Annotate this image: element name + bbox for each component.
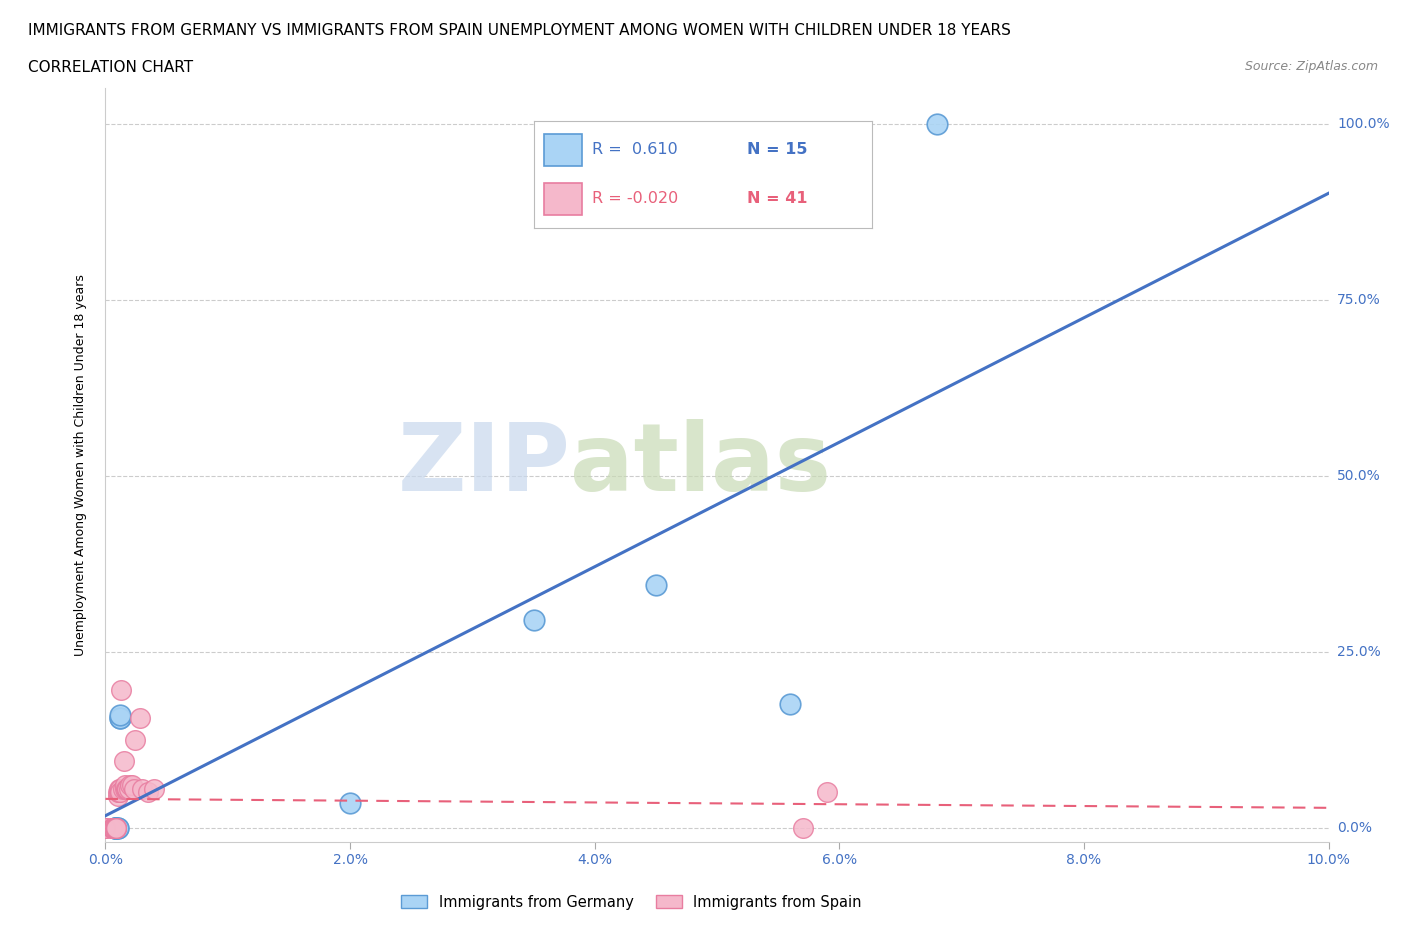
Point — [94, 820, 117, 835]
Point — [124, 732, 146, 747]
Point — [128, 711, 150, 726]
Text: atlas: atlas — [571, 419, 831, 511]
Point — [103, 820, 125, 835]
Point — [108, 781, 131, 796]
Text: N = 15: N = 15 — [747, 142, 807, 157]
Point — [339, 795, 361, 810]
Point — [108, 785, 131, 800]
Text: R = -0.020: R = -0.020 — [592, 192, 678, 206]
Point — [94, 820, 117, 835]
Point — [118, 781, 141, 796]
Point — [94, 820, 117, 835]
Point — [117, 781, 139, 796]
Point — [105, 820, 128, 835]
Text: 25.0%: 25.0% — [1337, 644, 1381, 658]
Text: 50.0%: 50.0% — [1337, 469, 1381, 483]
Point — [105, 820, 128, 835]
Point — [105, 820, 128, 835]
Point — [115, 781, 138, 796]
Point — [103, 820, 125, 835]
Text: IMMIGRANTS FROM GERMANY VS IMMIGRANTS FROM SPAIN UNEMPLOYMENT AMONG WOMEN WITH C: IMMIGRANTS FROM GERMANY VS IMMIGRANTS FR… — [28, 23, 1011, 38]
Y-axis label: Unemployment Among Women with Children Under 18 years: Unemployment Among Women with Children U… — [75, 274, 87, 656]
Point — [118, 777, 141, 792]
Point — [779, 697, 801, 711]
Point — [100, 820, 122, 835]
Point — [104, 820, 127, 835]
Point — [112, 753, 135, 768]
Point — [111, 781, 134, 796]
Point — [122, 781, 145, 796]
Point — [104, 820, 127, 835]
Point — [117, 781, 139, 796]
Point — [105, 820, 128, 835]
Point — [121, 777, 143, 792]
Text: 100.0%: 100.0% — [1337, 116, 1389, 130]
Point — [108, 781, 131, 796]
Point — [108, 711, 131, 726]
FancyBboxPatch shape — [544, 134, 582, 166]
Point — [114, 777, 136, 792]
Point — [108, 711, 131, 726]
Text: ZIP: ZIP — [398, 419, 571, 511]
FancyBboxPatch shape — [544, 183, 582, 215]
Point — [107, 785, 129, 800]
Point — [108, 708, 131, 723]
Point — [110, 683, 132, 698]
Point — [131, 781, 153, 796]
Text: CORRELATION CHART: CORRELATION CHART — [28, 60, 193, 75]
Point — [143, 781, 166, 796]
Point — [927, 116, 949, 131]
Point — [100, 820, 122, 835]
Point — [107, 789, 129, 804]
Point — [105, 820, 128, 835]
Point — [792, 820, 814, 835]
Point — [104, 820, 127, 835]
Text: Source: ZipAtlas.com: Source: ZipAtlas.com — [1244, 60, 1378, 73]
Point — [107, 820, 129, 835]
Point — [107, 820, 129, 835]
Text: 75.0%: 75.0% — [1337, 293, 1381, 307]
Text: R =  0.610: R = 0.610 — [592, 142, 678, 157]
Point — [101, 820, 124, 835]
Point — [815, 785, 838, 800]
Point — [114, 781, 136, 796]
Point — [105, 820, 128, 835]
Point — [103, 820, 125, 835]
Text: N = 41: N = 41 — [747, 192, 807, 206]
Point — [523, 613, 546, 628]
Point — [103, 820, 125, 835]
Point — [136, 785, 159, 800]
Text: 0.0%: 0.0% — [1337, 820, 1372, 834]
Point — [104, 820, 127, 835]
Point — [101, 820, 124, 835]
Point — [644, 578, 666, 592]
Point — [108, 785, 131, 800]
Legend: Immigrants from Germany, Immigrants from Spain: Immigrants from Germany, Immigrants from… — [401, 895, 862, 910]
